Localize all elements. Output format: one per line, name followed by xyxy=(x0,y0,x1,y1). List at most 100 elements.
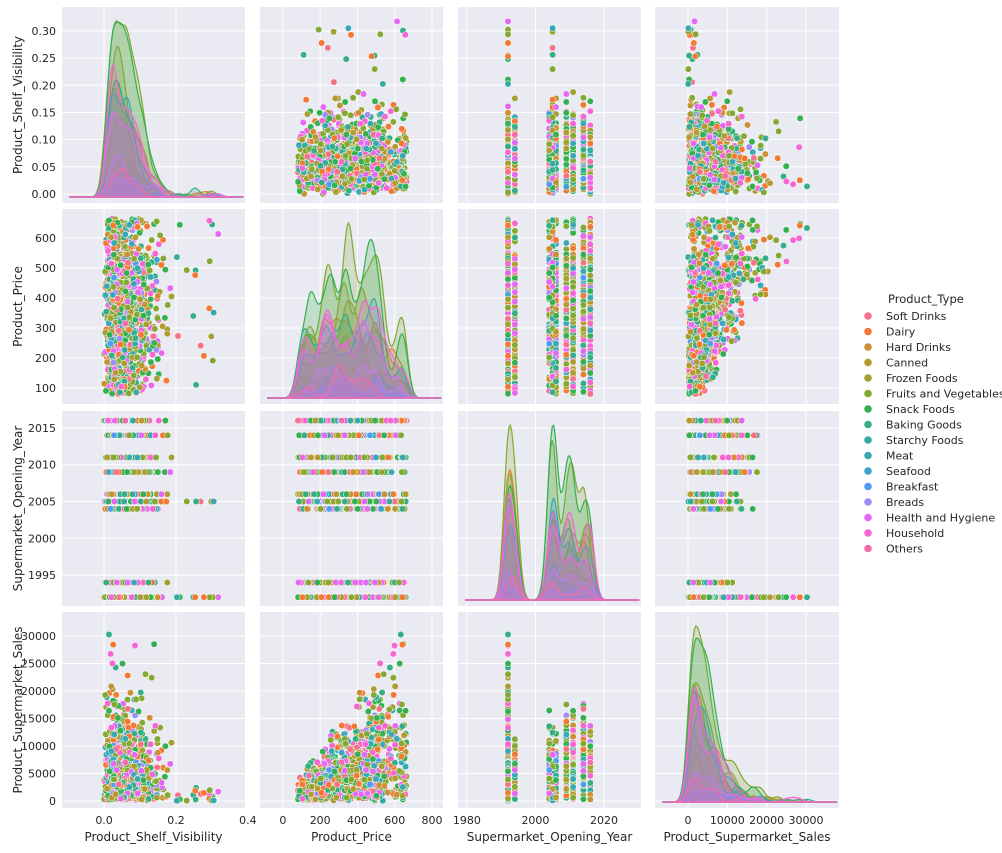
scatter-point xyxy=(687,165,693,171)
scatter-point xyxy=(797,115,803,121)
scatter-point xyxy=(549,52,555,58)
scatter-point xyxy=(729,159,735,165)
scatter-point xyxy=(352,155,358,161)
scatter-point xyxy=(587,140,593,146)
scatter-point xyxy=(335,114,341,120)
scatter-point xyxy=(697,169,703,175)
scatter-point xyxy=(505,180,511,186)
scatter-point xyxy=(685,25,691,31)
scatter-point xyxy=(311,148,317,154)
scatter-point xyxy=(299,165,305,171)
scatter-point xyxy=(402,111,408,117)
scatter-point xyxy=(737,106,743,112)
scatter-point xyxy=(563,139,569,145)
scatter-point xyxy=(725,121,731,127)
scatter-point xyxy=(157,232,163,238)
scatter-point xyxy=(355,146,361,152)
scatter-point xyxy=(373,140,379,146)
scatter-point xyxy=(392,180,398,186)
scatter-point xyxy=(375,104,381,110)
scatter-point xyxy=(339,173,345,179)
scatter-point xyxy=(753,169,759,175)
scatter-point xyxy=(587,185,593,191)
panel-Product_Price-vs-Product_Shelf_Visibility xyxy=(62,209,245,404)
scatter-point xyxy=(712,159,718,165)
scatter-point xyxy=(570,112,576,118)
scatter-point xyxy=(700,176,706,182)
scatter-point xyxy=(773,119,779,125)
scatter-point xyxy=(162,315,168,321)
scatter-point xyxy=(394,18,400,24)
scatter-point xyxy=(761,189,767,195)
scatter-point xyxy=(700,131,706,137)
scatter-point xyxy=(162,266,168,272)
scatter-point xyxy=(367,176,373,182)
scatter-point xyxy=(334,153,340,159)
scatter-point xyxy=(338,127,344,133)
scatter-point xyxy=(563,99,569,105)
scatter-point xyxy=(751,155,757,161)
scatter-point xyxy=(344,141,350,147)
scatter-point xyxy=(141,281,147,287)
scatter-point xyxy=(319,168,325,174)
scatter-point xyxy=(549,97,555,103)
scatter-point xyxy=(160,255,166,261)
scatter-point xyxy=(304,153,310,159)
scatter-point xyxy=(394,159,400,165)
scatter-point xyxy=(151,340,157,346)
scatter-point xyxy=(707,172,713,178)
scatter-point xyxy=(402,32,408,38)
scatter-point xyxy=(754,175,760,181)
scatter-point xyxy=(549,114,555,120)
scatter-point xyxy=(343,131,349,137)
scatter-point xyxy=(570,153,576,159)
scatter-point xyxy=(715,108,721,114)
scatter-point xyxy=(381,176,387,182)
scatter-point xyxy=(333,189,339,195)
scatter-point xyxy=(304,111,310,117)
scatter-point xyxy=(690,140,696,146)
scatter-point xyxy=(570,133,576,139)
scatter-point xyxy=(403,135,409,141)
scatter-point xyxy=(711,188,717,194)
scatter-point xyxy=(368,53,374,59)
scatter-point xyxy=(587,147,593,153)
scatter-point xyxy=(129,241,135,247)
scatter-point xyxy=(745,176,751,182)
scatter-point xyxy=(694,186,700,192)
scatter-point xyxy=(319,118,325,124)
scatter-point xyxy=(691,18,697,24)
scatter-point xyxy=(345,25,351,31)
scatter-point xyxy=(332,95,338,101)
scatter-point xyxy=(315,186,321,192)
scatter-point xyxy=(512,139,518,145)
scatter-point xyxy=(742,155,748,161)
scatter-point xyxy=(347,165,353,171)
scatter-point xyxy=(735,166,741,172)
scatter-point xyxy=(319,179,325,185)
scatter-point xyxy=(164,331,170,337)
scatter-point xyxy=(155,356,161,362)
scatter-point xyxy=(364,157,370,163)
scatter-point xyxy=(159,323,165,329)
scatter-point xyxy=(687,111,693,117)
scatter-point xyxy=(377,31,383,37)
scatter-point xyxy=(686,52,692,58)
scatter-point xyxy=(570,176,576,182)
scatter-point xyxy=(348,112,354,118)
scatter-point xyxy=(512,95,518,101)
scatter-point xyxy=(587,175,593,181)
scatter-point xyxy=(563,145,569,151)
scatter-point xyxy=(174,254,180,260)
scatter-point xyxy=(505,169,511,175)
scatter-point xyxy=(342,99,348,105)
scatter-point xyxy=(206,218,212,224)
scatter-point xyxy=(363,146,369,152)
scatter-point xyxy=(342,181,348,187)
scatter-point xyxy=(385,123,391,129)
scatter-point xyxy=(749,183,755,189)
scatter-point xyxy=(693,129,699,135)
scatter-point xyxy=(382,113,388,119)
scatter-point xyxy=(727,89,733,95)
